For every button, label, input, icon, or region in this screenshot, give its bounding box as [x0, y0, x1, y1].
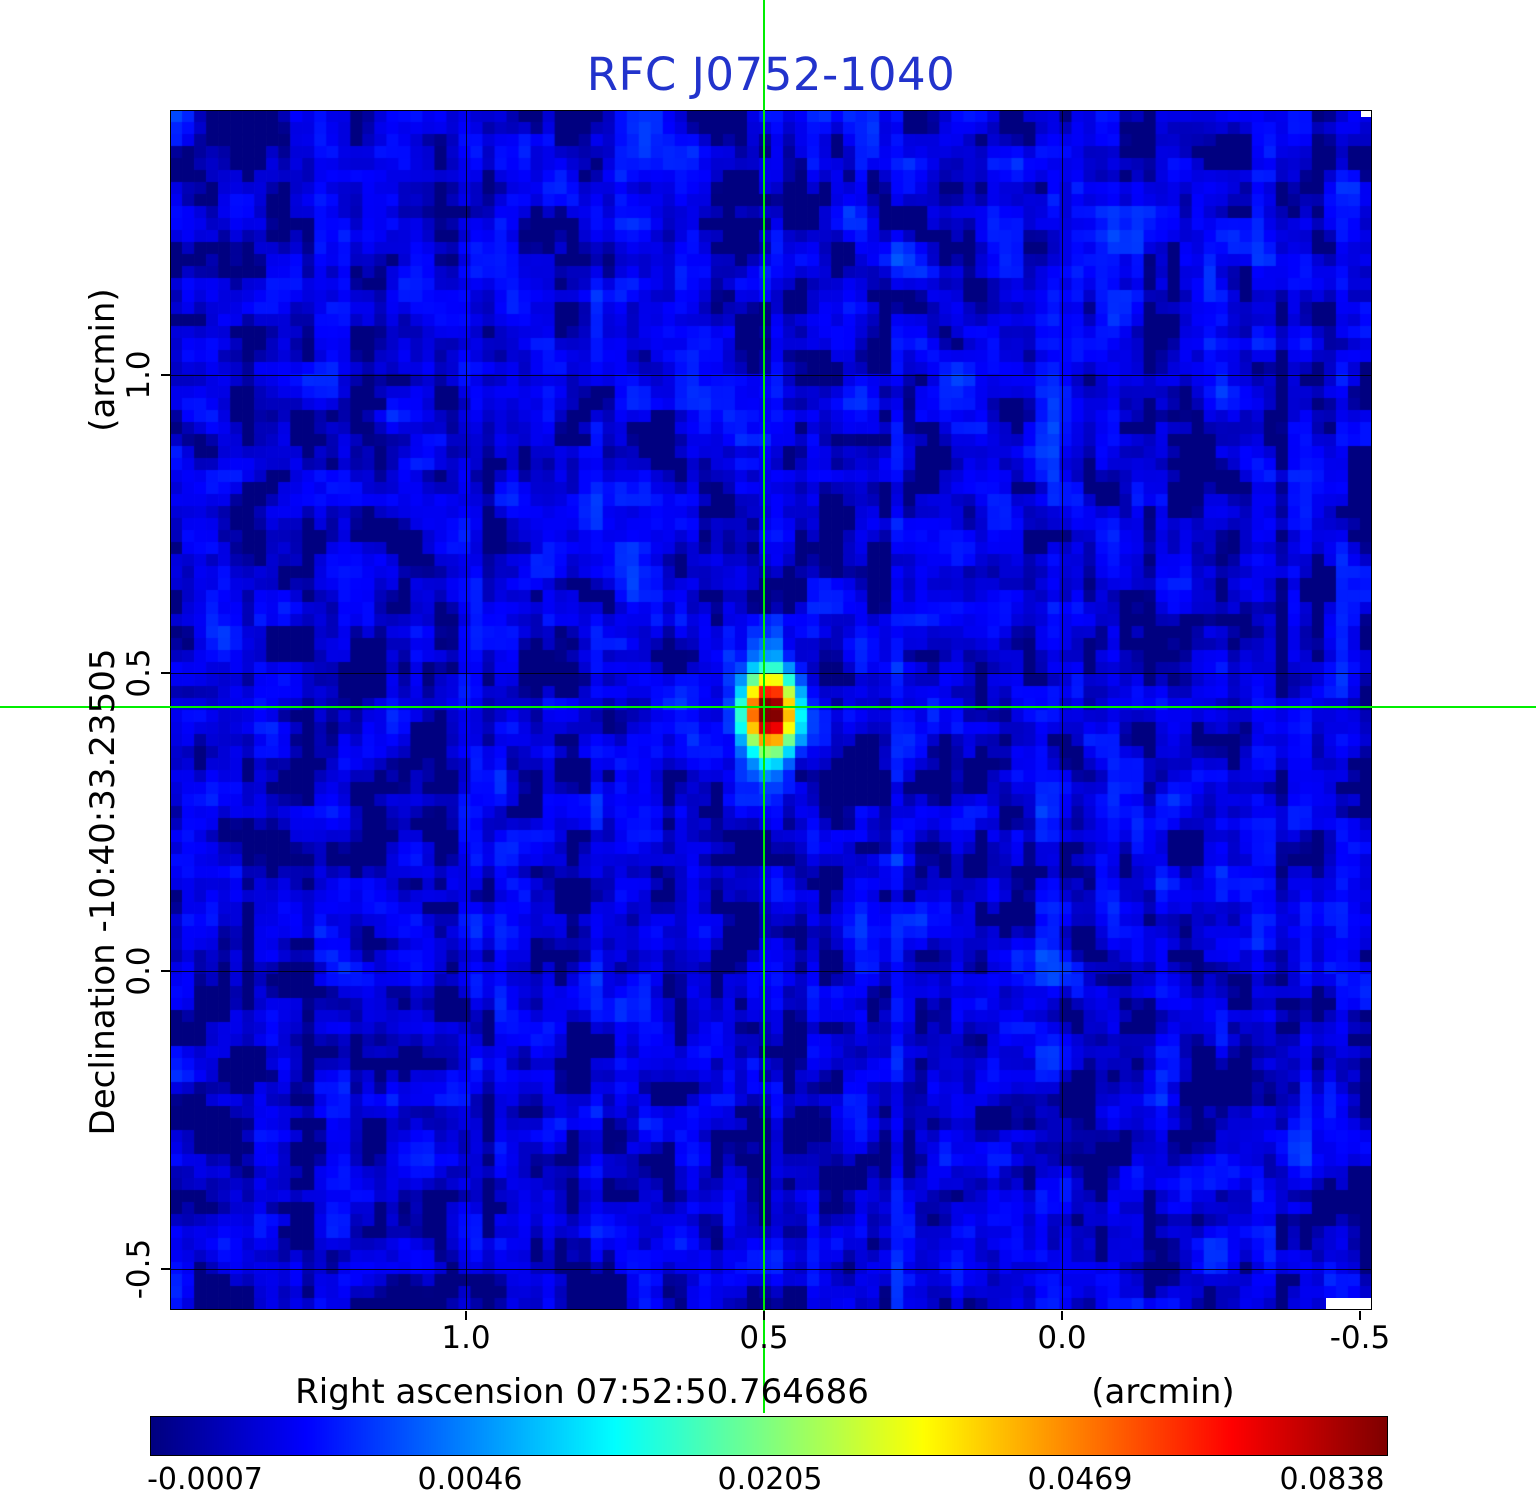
colorbar-canvas	[151, 1417, 1387, 1455]
gridline-horizontal-0.5	[170, 673, 1372, 674]
plot-title: RFC J0752-1040	[586, 48, 956, 101]
x-tick-label: 1.0	[441, 1320, 491, 1356]
gridline-vertical-1.0	[466, 110, 467, 1310]
crosshair-horizontal-line	[0, 706, 1536, 708]
y-tick-label: 0.5	[121, 648, 157, 698]
x-tick-label: -0.5	[1329, 1320, 1391, 1356]
x-tickmark	[1061, 1311, 1063, 1320]
y-tickmark	[161, 672, 170, 674]
gridline-horizontal--0.5	[170, 1269, 1372, 1270]
x-axis-label: Right ascension 07:52:50.764686	[295, 1372, 869, 1412]
colorbar-tick-label: -0.0007	[147, 1462, 263, 1497]
y-axis-unit: (arcmin)	[83, 288, 123, 432]
y-tickmark	[161, 374, 170, 376]
x-axis-unit: (arcmin)	[1091, 1372, 1235, 1412]
blanked-corner-bottom-right	[1326, 1298, 1372, 1310]
colorbar	[150, 1416, 1388, 1456]
y-tickmark	[161, 1268, 170, 1270]
y-tick-label: 1.0	[121, 350, 157, 400]
x-tick-label: 0.5	[739, 1320, 789, 1356]
sky-map-plot	[170, 110, 1372, 1310]
y-tick-label: -0.5	[121, 1238, 157, 1300]
x-tickmark	[465, 1311, 467, 1320]
colorbar-tick-label: 0.0046	[417, 1462, 523, 1497]
gridline-vertical-0.0	[1062, 110, 1063, 1310]
blanked-corner-top-right	[1361, 110, 1372, 117]
gridline-horizontal-1.0	[170, 375, 1372, 376]
x-tickmark	[1359, 1311, 1361, 1320]
gridline-horizontal-0.0	[170, 971, 1372, 972]
colorbar-tick-label: 0.0469	[1027, 1462, 1133, 1497]
colorbar-tick-label: 0.0838	[1279, 1462, 1385, 1497]
heatmap-canvas	[170, 110, 1372, 1310]
x-tick-label: 0.0	[1037, 1320, 1087, 1356]
y-axis-label: Declination -10:40:33.23505	[83, 648, 123, 1136]
y-tick-label: 0.0	[121, 946, 157, 996]
colorbar-tick-label: 0.0205	[717, 1462, 823, 1497]
x-tickmark	[763, 1311, 765, 1320]
y-tickmark	[161, 970, 170, 972]
